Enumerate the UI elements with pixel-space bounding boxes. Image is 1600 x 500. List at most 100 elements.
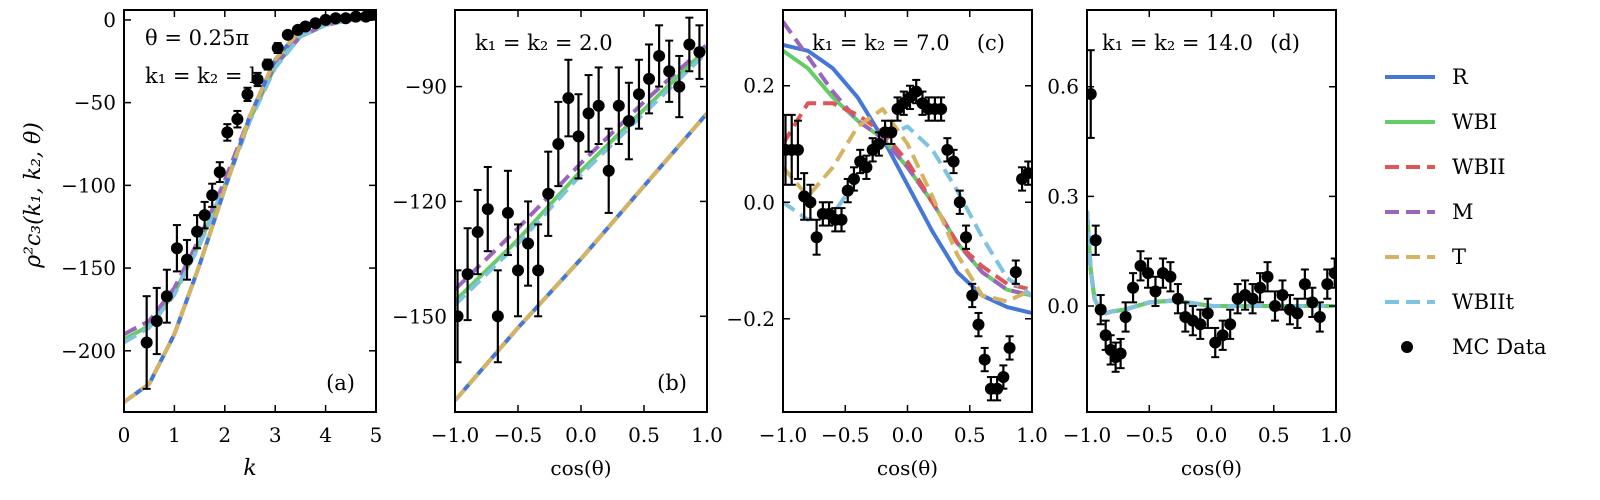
mc-marker (150, 315, 163, 328)
legend-item-wbii: WBII (1385, 155, 1506, 179)
mc-marker (1099, 329, 1112, 342)
mc-data-point (241, 86, 254, 102)
x-tick-label: 0.5 (1258, 423, 1290, 447)
x-tick-label: 5 (370, 423, 383, 447)
panel-c: −1.0 −0.5 0.0 0.5 1.0 0.2 0.0 −0.2 cos(θ) k₁ = k₂… (726, 9, 1048, 480)
y-tick-label: 0.6 (1047, 75, 1079, 99)
legend-item-r: R (1385, 65, 1469, 89)
mc-marker (1009, 266, 1022, 279)
series-line-m (455, 43, 707, 291)
mc-marker (1328, 267, 1336, 280)
mc-data-point (847, 166, 860, 192)
mc-data-point (632, 58, 645, 130)
mc-data-point (461, 227, 474, 322)
x-tick-label: 0.0 (1196, 423, 1228, 447)
mc-data-point (1149, 275, 1162, 308)
mc-marker (835, 213, 848, 226)
x-axis-label: k (243, 456, 256, 481)
mc-marker (339, 12, 352, 25)
mc-marker (542, 187, 555, 200)
mc-marker (935, 103, 948, 116)
mc-marker (1321, 278, 1334, 291)
panels: 0 1 2 3 4 5 0 −50 −100 −150 −200 k θ = 0.25π k₁ = k₂ … (61, 8, 1352, 481)
mc-data-point (1089, 224, 1102, 256)
mc-marker (841, 184, 854, 197)
mc-marker (885, 126, 898, 139)
mc-data-point (1114, 337, 1127, 370)
mc-data-point (622, 81, 635, 161)
mc-marker (860, 161, 873, 174)
mc-marker (1246, 292, 1259, 305)
mc-data-point (1328, 257, 1336, 289)
mc-marker (1127, 281, 1140, 294)
mc-data-point (582, 74, 595, 153)
mc-marker (552, 138, 565, 150)
mc-data-point (1009, 259, 1022, 285)
mc-data-point (299, 20, 312, 33)
panel-label: (d) (1270, 31, 1300, 55)
mc-data-point (791, 119, 804, 180)
mc-data-point (1276, 279, 1289, 311)
y-tick-label: −150 (392, 304, 447, 328)
mc-data-point (191, 214, 204, 250)
panel-label: (b) (657, 371, 687, 395)
mc-data-point (860, 154, 873, 180)
y-tick-label: −50 (74, 91, 116, 115)
mc-data-point (1003, 335, 1016, 361)
mc-data-point (309, 17, 322, 30)
mc-marker (481, 203, 494, 216)
x-tick-label: −1.0 (1063, 423, 1112, 447)
y-tick-label: −0.2 (726, 307, 775, 331)
mc-marker (872, 138, 885, 150)
mc-data-point (1268, 290, 1281, 322)
mc-marker (562, 92, 575, 105)
mc-marker (643, 72, 656, 85)
mc-data-point (281, 28, 294, 41)
x-tick-label: 3 (269, 423, 282, 447)
legend-item-t: T (1385, 245, 1466, 269)
mc-marker (1306, 296, 1319, 309)
mc-data-point (1261, 261, 1274, 293)
mc-data-point (1087, 49, 1097, 139)
mc-data-point (1321, 268, 1334, 300)
mc-data-point (1134, 250, 1147, 282)
mc-marker (1201, 307, 1214, 320)
series-line-wbii (783, 101, 1032, 292)
y-tick-label: 0.0 (743, 190, 775, 214)
y-tick-label: −90 (405, 75, 447, 99)
mc-marker (1313, 310, 1326, 323)
x-tick-label: 1.0 (691, 423, 723, 447)
series-line-r (783, 43, 1032, 315)
mc-marker (309, 17, 322, 30)
mc-marker (1268, 300, 1281, 313)
plot-area (455, 16, 707, 402)
mc-marker (791, 143, 804, 156)
mc-data-point (1171, 283, 1184, 315)
mc-data-point (960, 224, 973, 250)
mc-marker (653, 49, 666, 62)
mc-data-point (319, 13, 332, 26)
mc-data-point (1209, 326, 1222, 359)
mc-marker (663, 65, 676, 78)
mc-marker (1194, 318, 1207, 331)
mc-marker (522, 237, 535, 250)
panel-b: −1.0 −0.5 0.0 0.5 1.0 −90 −120 −150 cos(θ) k₁ = k… (392, 9, 723, 480)
mc-data-point (693, 24, 706, 80)
legend-label: T (1452, 245, 1466, 269)
plot-area (1087, 49, 1336, 373)
mc-marker (602, 164, 615, 177)
x-tick-label: −0.5 (1125, 423, 1174, 447)
x-tick-label: 1.0 (1016, 423, 1048, 447)
y-axis-label: ρ²c₃(k₁, k₂, θ) (21, 122, 46, 269)
panel-d: −1.0 −0.5 0.0 0.5 1.0 0.6 0.3 0.0 cos(θ) k₁ = k₂ … (1047, 9, 1352, 480)
mc-data-point (1127, 272, 1140, 304)
mc-marker (612, 99, 625, 112)
mc-data-point (941, 137, 954, 163)
series-line-wbi (783, 49, 1032, 298)
x-axis-label: cos(θ) (1181, 456, 1242, 480)
mc-data-point (206, 182, 219, 208)
mc-data-point (1224, 308, 1237, 340)
legend-item-m: M (1385, 200, 1474, 224)
plot-area (783, 20, 1032, 402)
